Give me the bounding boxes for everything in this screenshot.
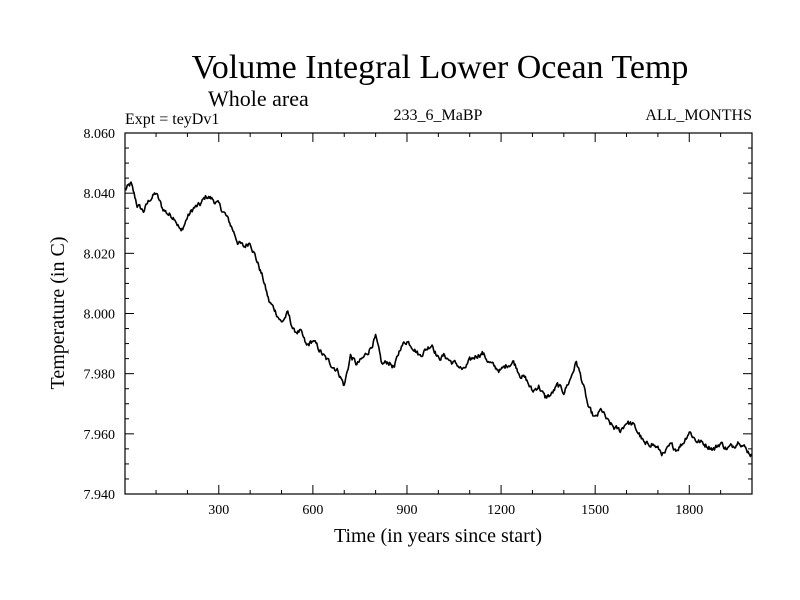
y-tick-label: 7.940 [84, 488, 116, 503]
x-tick-label: 600 [302, 503, 323, 518]
y-tick-label: 8.000 [84, 308, 116, 323]
y-tick-label: 7.980 [84, 368, 116, 383]
y-tick-label: 8.020 [84, 247, 116, 262]
y-axis-label: Temperature (in C) [47, 237, 69, 390]
run-label: 233_6_MaBP [394, 107, 483, 124]
x-tick-label: 1200 [487, 503, 515, 518]
x-tick-label: 1800 [675, 503, 703, 518]
x-axis-label: Time (in years since start) [334, 525, 542, 547]
months-label: ALL_MONTHS [645, 107, 752, 124]
y-tick-label: 8.040 [84, 187, 116, 202]
chart-title: Volume Integral Lower Ocean Temp [192, 49, 689, 86]
x-tick-label: 900 [396, 503, 417, 518]
y-tick-label: 8.060 [84, 127, 116, 142]
experiment-label: Expt = teyDv1 [125, 111, 219, 128]
plot-frame [124, 132, 753, 495]
y-tick-label: 7.960 [84, 428, 116, 443]
temperature-series-line [124, 181, 753, 458]
y-axis: 7.940 7.960 7.980 8.000 8.020 8.040 8.060 [84, 127, 752, 503]
chart-subtitle: Whole area [208, 86, 309, 111]
x-axis: 300 600 900 1200 1500 1800 [155, 133, 722, 518]
x-tick-label: 1500 [581, 503, 609, 518]
x-tick-label: 300 [208, 503, 229, 518]
